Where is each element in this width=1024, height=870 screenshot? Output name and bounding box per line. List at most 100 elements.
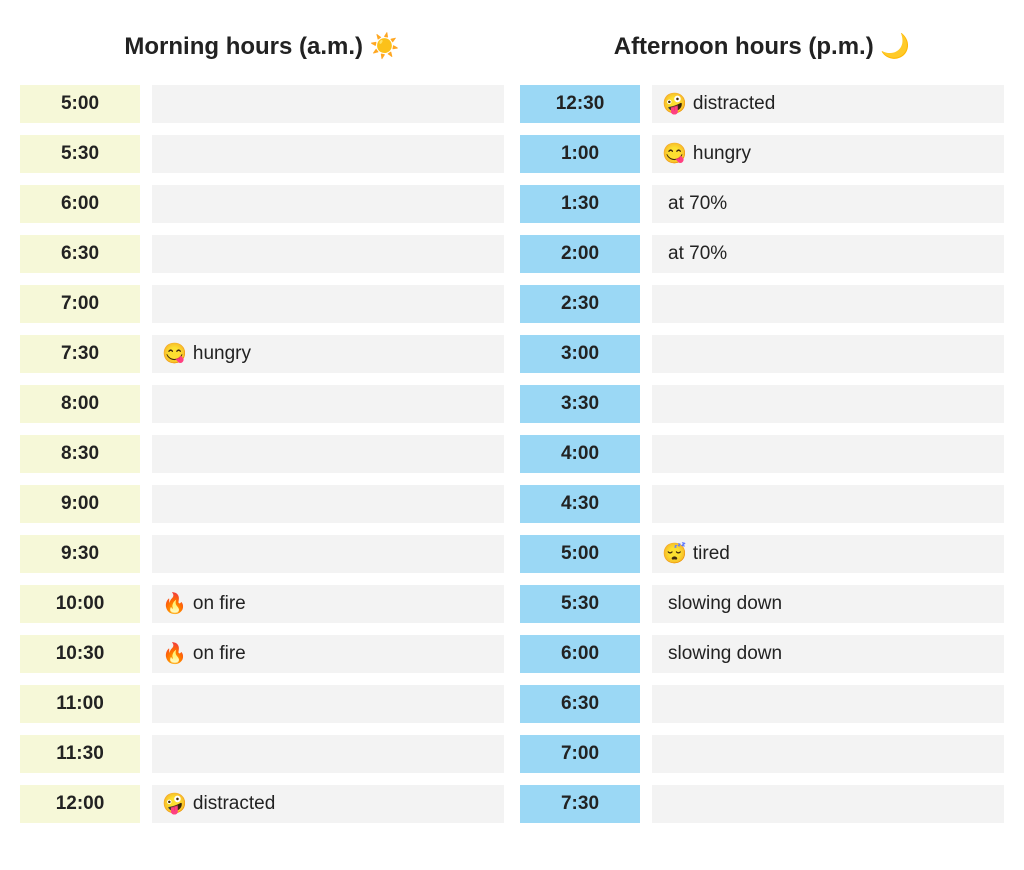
note-text: distracted: [693, 93, 775, 115]
time-cell: 7:30: [520, 785, 640, 823]
table-row: 3:30: [520, 385, 1004, 423]
time-cell: 3:30: [520, 385, 640, 423]
note-cell: [652, 735, 1004, 773]
note-text: tired: [693, 543, 730, 565]
table-row: 5:30slowing down: [520, 585, 1004, 623]
time-cell: 6:30: [20, 235, 140, 273]
time-cell: 7:00: [20, 285, 140, 323]
note-cell: [152, 285, 504, 323]
time-cell: 7:00: [520, 735, 640, 773]
time-cell: 3:00: [520, 335, 640, 373]
time-cell: 4:00: [520, 435, 640, 473]
note-cell: [652, 785, 1004, 823]
time-cell: 9:30: [20, 535, 140, 573]
note-cell: [152, 535, 504, 573]
schedule-container: Morning hours (a.m.) ☀️ 5:00 5:30 6:00 6…: [20, 20, 1004, 850]
table-row: 6:30: [520, 685, 1004, 723]
time-cell: 10:30: [20, 635, 140, 673]
table-row: 1:00 😋 hungry: [520, 135, 1004, 173]
time-cell: 12:30: [520, 85, 640, 123]
table-row: 2:30: [520, 285, 1004, 323]
table-row: 3:00: [520, 335, 1004, 373]
time-cell: 12:00: [20, 785, 140, 823]
time-cell: 8:30: [20, 435, 140, 473]
time-cell: 9:00: [20, 485, 140, 523]
table-row: 4:30: [520, 485, 1004, 523]
time-cell: 10:00: [20, 585, 140, 623]
time-cell: 2:30: [520, 285, 640, 323]
note-cell: [652, 485, 1004, 523]
time-cell: 1:00: [520, 135, 640, 173]
table-row: 1:30 at 70%: [520, 185, 1004, 223]
table-row: 8:00: [20, 385, 504, 423]
table-row: 6:00 slowing down: [520, 635, 1004, 673]
time-cell: 6:00: [20, 185, 140, 223]
note-cell: 🤪 distracted: [152, 785, 504, 823]
emoji-icon: 😴: [662, 544, 687, 564]
note-cell: [152, 485, 504, 523]
table-row: 11:00: [20, 685, 504, 723]
note-cell: 🔥 on fire: [152, 635, 504, 673]
note-text: at 70%: [668, 193, 727, 215]
emoji-icon: 🤪: [162, 794, 187, 814]
time-cell: 4:30: [520, 485, 640, 523]
note-cell: [152, 185, 504, 223]
note-cell: [152, 685, 504, 723]
note-cell: slowing down: [652, 635, 1004, 673]
note-text: slowing down: [668, 593, 782, 615]
note-cell: 😋 hungry: [652, 135, 1004, 173]
time-cell: 11:30: [20, 735, 140, 773]
table-row: 7:00: [20, 285, 504, 323]
note-cell: [152, 435, 504, 473]
table-row: 12:30 🤪 distracted: [520, 85, 1004, 123]
note-cell: at 70%: [652, 185, 1004, 223]
note-cell: at 70%: [652, 235, 1004, 273]
note-text: on fire: [193, 643, 246, 665]
time-cell: 1:30: [520, 185, 640, 223]
table-row: 11:30: [20, 735, 504, 773]
time-cell: 8:00: [20, 385, 140, 423]
note-cell: 🔥 on fire: [152, 585, 504, 623]
note-cell: 😴 tired: [652, 535, 1004, 573]
table-row: 2:00 at 70%: [520, 235, 1004, 273]
table-row: 6:30: [20, 235, 504, 273]
table-row: 5:00 😴 tired: [520, 535, 1004, 573]
afternoon-column: Afternoon hours (p.m.) 🌙 12:30 🤪 distracte…: [520, 20, 1004, 850]
note-text: distracted: [193, 793, 275, 815]
table-row: 7:30 😋hungry: [20, 335, 504, 373]
table-row: 4:00: [520, 435, 1004, 473]
note-cell: 😋hungry: [152, 335, 504, 373]
table-row: 12:00 🤪 distracted: [20, 785, 504, 823]
note-cell: [152, 735, 504, 773]
note-text: hungry: [193, 343, 251, 365]
morning-column: Morning hours (a.m.) ☀️ 5:00 5:30 6:00 6…: [20, 20, 504, 850]
note-cell: [152, 385, 504, 423]
emoji-icon: 🔥: [162, 594, 187, 614]
afternoon-header: Afternoon hours (p.m.) 🌙: [520, 20, 1004, 85]
table-row: 9:30: [20, 535, 504, 573]
note-text: hungry: [693, 143, 751, 165]
morning-header: Morning hours (a.m.) ☀️: [20, 20, 504, 85]
note-cell: [152, 135, 504, 173]
table-row: 5:30: [20, 135, 504, 173]
note-cell: [652, 285, 1004, 323]
emoji-icon: 🤪: [662, 94, 687, 114]
note-text: on fire: [193, 593, 246, 615]
note-cell: slowing down: [652, 585, 1004, 623]
note-cell: [652, 435, 1004, 473]
note-cell: [152, 235, 504, 273]
emoji-icon: 😋: [662, 144, 687, 164]
morning-rows: 5:00 5:30 6:00 6:30 7:00 7:30😋hungry 8:0…: [20, 85, 504, 823]
time-cell: 5:00: [520, 535, 640, 573]
table-row: 10:30 🔥 on fire: [20, 635, 504, 673]
note-text: at 70%: [668, 243, 727, 265]
time-cell: 2:00: [520, 235, 640, 273]
table-row: 9:00: [20, 485, 504, 523]
note-cell: [652, 335, 1004, 373]
time-cell: 11:00: [20, 685, 140, 723]
table-row: 6:00: [20, 185, 504, 223]
time-cell: 7:30: [20, 335, 140, 373]
table-row: 7:00: [520, 735, 1004, 773]
emoji-icon: 🔥: [162, 644, 187, 664]
time-cell: 6:00: [520, 635, 640, 673]
